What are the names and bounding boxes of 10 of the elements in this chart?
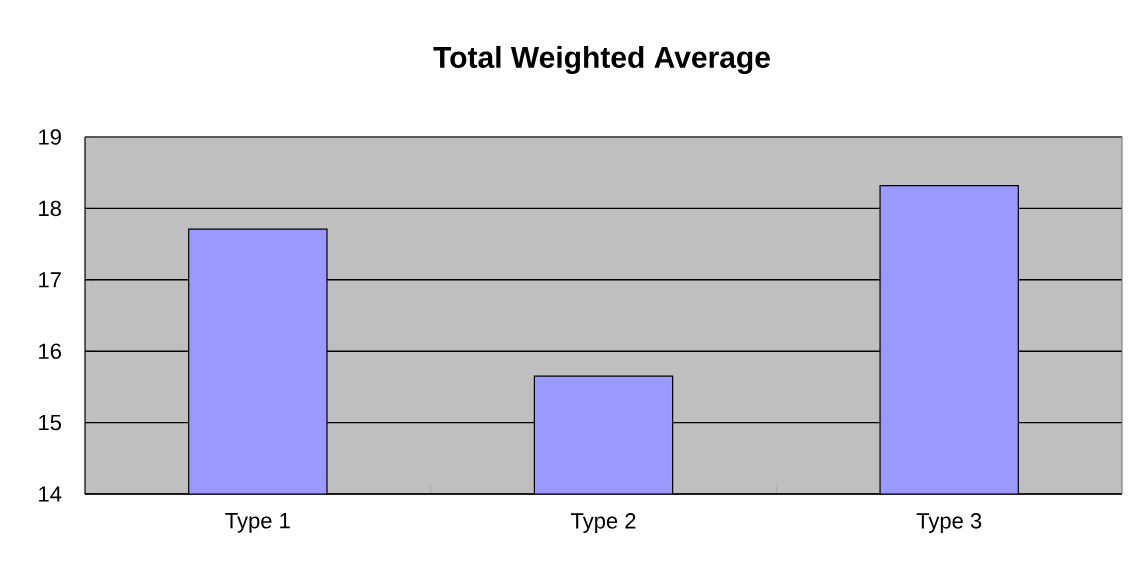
x-tick-label: Type 2 bbox=[570, 513, 636, 533]
y-tick-label: 17 bbox=[39, 272, 61, 288]
y-tick-label: 16 bbox=[39, 343, 61, 359]
y-tick-label: 14 bbox=[39, 486, 62, 502]
x-tick-label: Type 1 bbox=[225, 513, 290, 533]
y-tick-label: 18 bbox=[39, 200, 61, 217]
y-tick-label: 19 bbox=[39, 129, 61, 145]
x-tick-label: Type 3 bbox=[916, 513, 982, 533]
y-tick-label: 15 bbox=[39, 414, 61, 431]
chart-title: Total Weighted Average bbox=[433, 45, 770, 75]
